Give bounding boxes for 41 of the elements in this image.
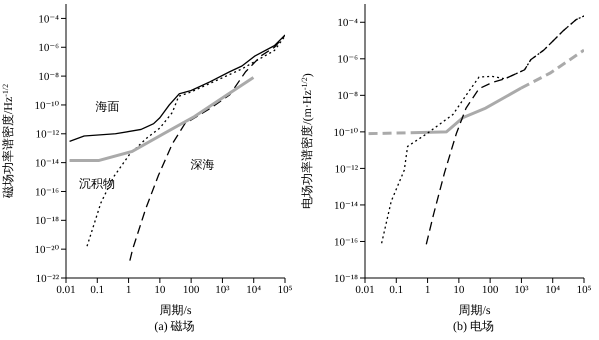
x-tick-label: 10 [453, 284, 465, 296]
x-axis-title: 周期/s [458, 303, 491, 317]
x-tick-label: 10 [154, 284, 166, 296]
x-tick-label: 10⁴ [545, 284, 560, 296]
x-axis-title: 周期/s [159, 303, 192, 317]
x-tick-label: 100 [482, 284, 499, 296]
y-tick-label: 10⁻¹⁸ [35, 215, 60, 228]
y-tick-label: 10⁻⁴ [38, 13, 60, 26]
y-tick-label: 10⁻¹⁴ [35, 158, 60, 170]
y-tick-label: 10⁻⁸ [337, 90, 358, 102]
series-label: 沉积物 [78, 176, 115, 191]
y-tick-label: 10⁻¹⁶ [334, 236, 358, 248]
y-tick-label: 10⁻⁶ [337, 54, 358, 66]
x-tick-label: 0.01 [56, 284, 76, 296]
x-tick-label: 0.01 [355, 284, 375, 296]
x-tick-label: 0.1 [90, 284, 104, 296]
x-tick-label: 10³ [514, 284, 530, 296]
y-tick-label: 10⁻¹⁶ [35, 186, 60, 198]
y-tick-label: 10⁻¹⁴ [334, 200, 358, 212]
y-tick-label: 10⁻¹² [334, 163, 359, 176]
y-tick-label: 10⁻⁶ [38, 42, 60, 54]
y-tick-label: 10⁻¹⁰ [333, 126, 359, 139]
series-label: 深海 [190, 158, 214, 172]
x-tick-label: 10⁵ [576, 284, 592, 296]
y-tick-label: 10⁻¹⁸ [334, 272, 358, 285]
y-tick-label: 10⁻²⁰ [34, 244, 60, 256]
x-tick-label: 0.1 [389, 284, 404, 296]
series-label: 海面 [95, 100, 120, 114]
x-tick-label: 1 [424, 284, 430, 296]
y-tick-label: 10⁻¹⁰ [34, 100, 60, 112]
text: (b) 电场 [452, 318, 495, 335]
x-tick-label: 10³ [215, 284, 230, 296]
y-tick-label: 10⁻⁴ [337, 17, 358, 30]
x-tick-label: 100 [182, 284, 200, 296]
x-tick-label: 10⁴ [246, 284, 262, 296]
x-tick-label: 10⁵ [278, 284, 293, 296]
y-tick-label: 10⁻⁸ [38, 71, 60, 84]
y-tick-label: 10⁻²² [36, 272, 60, 285]
text: (a) 磁场 [153, 318, 196, 335]
x-tick-label: 1 [126, 284, 132, 296]
y-tick-label: 10⁻¹² [36, 128, 60, 141]
